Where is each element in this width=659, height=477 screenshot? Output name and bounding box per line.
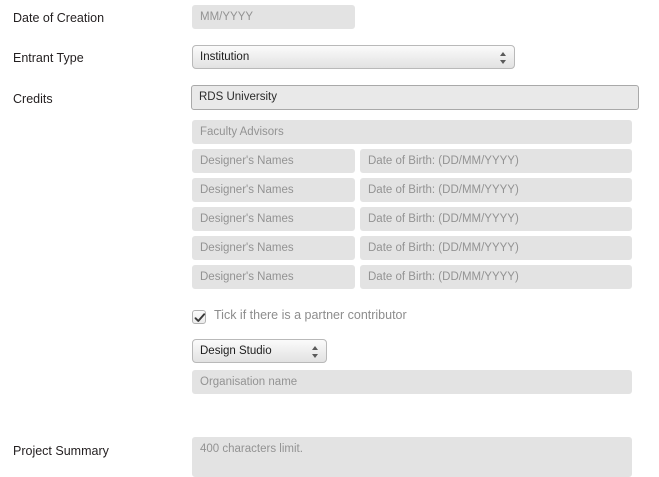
credits-institution-input[interactable]: RDS University <box>191 85 639 110</box>
label-entrant-type: Entrant Type <box>13 51 84 65</box>
designer-name-input[interactable]: Designer's Names <box>192 178 355 202</box>
organisation-name-input[interactable]: Organisation name <box>192 370 632 394</box>
partner-type-select[interactable]: Design Studio <box>192 339 327 363</box>
date-of-creation-input[interactable]: MM/YYYY <box>192 5 355 29</box>
designer-dob-input[interactable]: Date of Birth: (DD/MM/YYYY) <box>360 236 632 260</box>
label-project-summary: Project Summary <box>13 444 109 458</box>
designer-name-input[interactable]: Designer's Names <box>192 149 355 173</box>
designer-name-input[interactable]: Designer's Names <box>192 265 355 289</box>
entrant-type-value: Institution <box>200 51 250 63</box>
label-credits: Credits <box>13 92 53 106</box>
designer-dob-input[interactable]: Date of Birth: (DD/MM/YYYY) <box>360 265 632 289</box>
designer-name-input[interactable]: Designer's Names <box>192 236 355 260</box>
stepper-icon[interactable] <box>498 46 509 68</box>
label-date-of-creation: Date of Creation <box>13 11 105 25</box>
designer-dob-input[interactable]: Date of Birth: (DD/MM/YYYY) <box>360 178 632 202</box>
checkmark-icon <box>194 313 206 322</box>
project-summary-input[interactable]: 400 characters limit. <box>192 437 632 477</box>
stepper-icon[interactable] <box>310 340 321 362</box>
faculty-advisors-input[interactable]: Faculty Advisors <box>192 120 632 144</box>
entrant-type-select[interactable]: Institution <box>192 45 515 69</box>
designer-dob-input[interactable]: Date of Birth: (DD/MM/YYYY) <box>360 207 632 231</box>
checkbox[interactable] <box>192 310 206 324</box>
partner-type-value: Design Studio <box>200 345 272 357</box>
designer-dob-input[interactable]: Date of Birth: (DD/MM/YYYY) <box>360 149 632 173</box>
designer-name-input[interactable]: Designer's Names <box>192 207 355 231</box>
partner-contributor-label: Tick if there is a partner contributor <box>214 308 407 322</box>
